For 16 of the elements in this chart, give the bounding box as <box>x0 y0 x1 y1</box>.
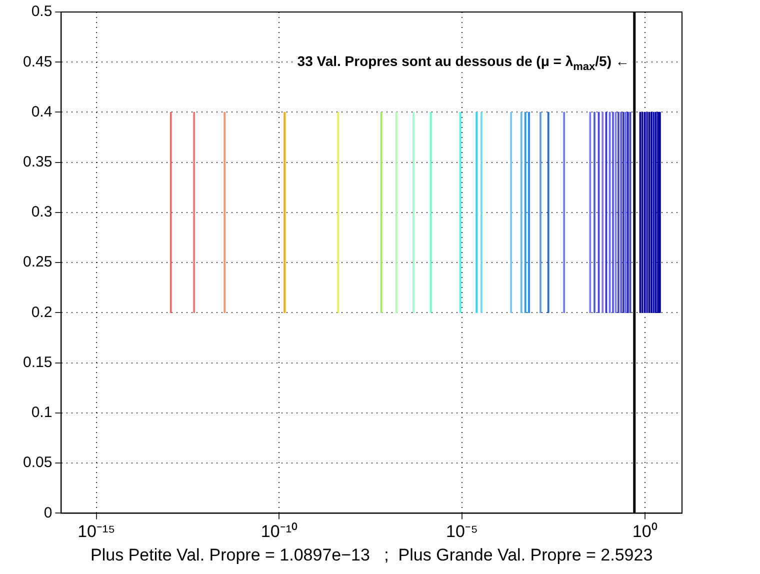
y-tick-label: 0.45 <box>22 53 52 70</box>
y-tick-label: 0.15 <box>22 354 52 371</box>
y-tick-label: 0.1 <box>31 404 52 422</box>
y-tick-label: 0 <box>44 504 52 522</box>
y-tick-label: 0.5 <box>31 3 52 20</box>
y-tick-label: 0.25 <box>22 254 52 271</box>
y-tick-label: 0.2 <box>31 304 52 321</box>
y-tick-label: 0.4 <box>31 103 52 120</box>
x-tick-label: 10⁻⁵ <box>446 522 478 542</box>
x-tick-label: 10⁰ <box>632 522 658 542</box>
y-tick-label: 0.3 <box>31 204 52 221</box>
y-tick-label: 0.05 <box>22 454 52 472</box>
y-tick-label: 0.35 <box>22 154 52 170</box>
x-tick-label: 10⁻¹⁰ <box>260 522 298 542</box>
x-tick-label: 10⁻¹⁵ <box>78 522 116 542</box>
x-axis-title: Plus Petite Val. Propre = 1.0897e−13 ; Plus Grande Val. Propre = 2.5923 <box>90 545 653 564</box>
